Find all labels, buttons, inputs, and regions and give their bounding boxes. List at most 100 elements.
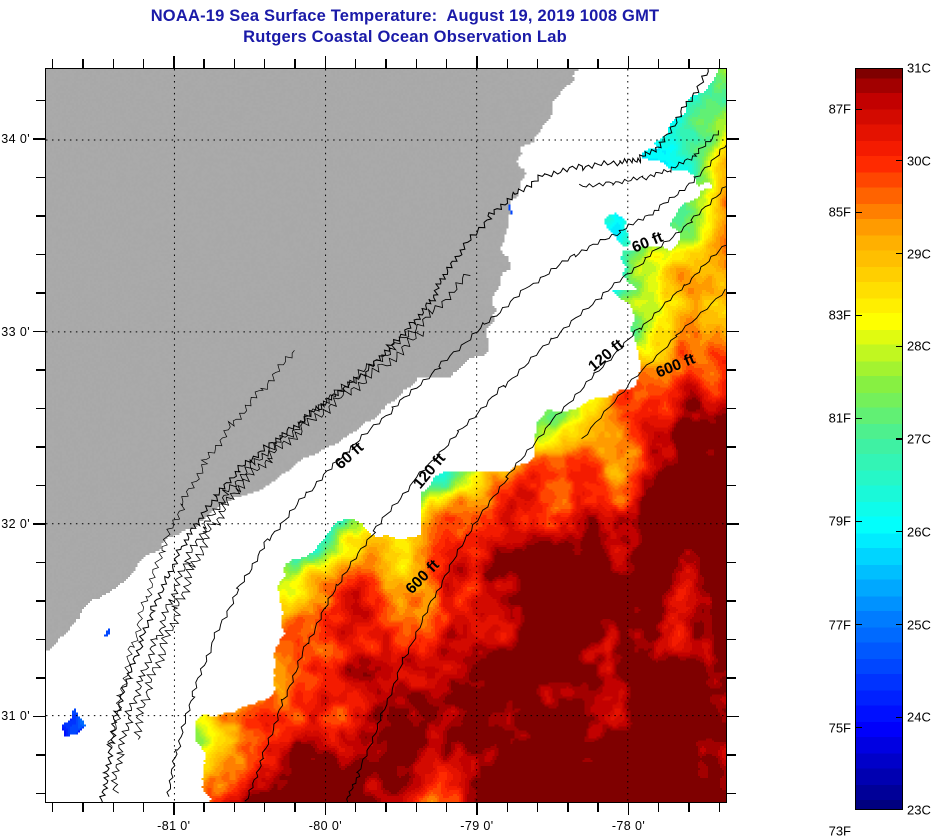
colorbar-tick-celsius: [896, 252, 903, 255]
colorbar-label-celsius: 28C: [907, 338, 931, 354]
x-tick-top: [627, 56, 630, 68]
y-tick-right: [727, 446, 736, 448]
colorbar-label-fahrenheit: 81F: [828, 410, 851, 426]
y-tick-right: [727, 677, 736, 679]
y-tick-right: [727, 292, 736, 294]
colorbar-tick-fahrenheit: [855, 417, 862, 420]
y-tick-left: [36, 600, 45, 602]
x-tick-bottom: [415, 803, 417, 812]
x-tick-top: [112, 59, 114, 68]
y-tick-left: [36, 253, 45, 256]
colorbar-label-celsius: 25C: [907, 617, 931, 632]
x-tick-bottom: [627, 803, 630, 815]
y-tick-right: [727, 523, 739, 525]
colorbar-label-celsius: 30C: [907, 153, 931, 169]
chart-title-block: NOAA-19 Sea Surface Temperature: August …: [0, 0, 810, 48]
y-tick-left: [36, 792, 45, 795]
colorbar-tick-fahrenheit: [855, 314, 862, 317]
page-title: NOAA-19 Sea Surface Temperature: August …: [150, 7, 660, 25]
x-tick-bottom: [264, 803, 266, 812]
x-tick-bottom: [82, 803, 84, 812]
map-overlay-layer: [46, 69, 726, 802]
x-axis-label: -80 0': [308, 819, 343, 833]
y-tick-left: [36, 638, 45, 641]
colorbar-tick-celsius: [896, 623, 903, 626]
y-tick-left: [36, 561, 45, 564]
y-tick-left: [36, 407, 45, 410]
depth-contour-60ft: [166, 144, 726, 797]
x-tick-top: [233, 59, 236, 68]
x-tick-top: [324, 56, 327, 68]
x-tick-bottom: [476, 803, 478, 815]
sst-map-plot[interactable]: [45, 68, 727, 803]
y-axis-label: 31 0': [1, 709, 30, 724]
x-tick-top: [264, 59, 266, 68]
x-tick-bottom: [567, 803, 569, 812]
colorbar-label-celsius: 29C: [907, 246, 931, 261]
y-tick-right: [727, 638, 736, 641]
y-axis-label: 34 0': [1, 132, 30, 147]
y-tick-left: [36, 369, 45, 371]
x-tick-bottom: [112, 803, 114, 812]
x-tick-top: [506, 59, 508, 68]
x-tick-bottom: [718, 803, 721, 812]
y-tick-right: [727, 138, 739, 140]
colorbar-tick-celsius: [896, 438, 903, 440]
colorbar-label-fahrenheit: 85F: [828, 204, 851, 220]
colorbar-tick-fahrenheit: [855, 623, 862, 626]
y-tick-left: [36, 677, 45, 679]
colorbar-tick-celsius: [896, 531, 903, 533]
x-axis-label: -78 0': [611, 819, 646, 833]
x-tick-bottom: [294, 803, 296, 812]
x-tick-bottom: [203, 803, 205, 812]
y-tick-right: [727, 792, 736, 795]
x-tick-top: [658, 59, 660, 68]
y-tick-right: [727, 407, 736, 410]
x-tick-top: [476, 56, 478, 68]
x-tick-bottom: [506, 803, 508, 812]
y-tick-left: [33, 523, 45, 525]
river-network: [107, 350, 295, 747]
x-tick-top: [354, 59, 357, 68]
x-axis-label: -81 0': [157, 819, 191, 833]
x-tick-bottom: [173, 803, 175, 815]
x-tick-top: [718, 59, 721, 68]
colorbar-label-celsius: 26C: [907, 524, 931, 540]
depth-contour-600ft-branch: [581, 288, 726, 439]
y-tick-left: [36, 446, 45, 448]
y-tick-left: [36, 100, 45, 102]
colorbar-label-celsius: 31C: [907, 60, 931, 76]
colorbar-tick-celsius: [896, 345, 903, 347]
sst-raster-layer: [46, 69, 726, 802]
y-tick-right: [727, 754, 736, 756]
colorbar-label-fahrenheit: 83F: [828, 307, 851, 323]
y-tick-right: [727, 330, 739, 333]
y-tick-right: [727, 484, 736, 487]
y-tick-left: [33, 330, 45, 333]
x-tick-top: [82, 59, 84, 68]
y-tick-left: [36, 484, 45, 487]
temperature-colorbar[interactable]: [855, 68, 903, 810]
colorbar-label-celsius: 24C: [907, 709, 931, 725]
colorbar-tick-celsius: [896, 160, 903, 162]
colorbar-label-fahrenheit: 75F: [828, 720, 851, 736]
x-tick-top: [51, 59, 54, 68]
x-tick-bottom: [233, 803, 236, 812]
colorbar-gradient: [856, 69, 902, 809]
cape-fear-coastline: [578, 130, 719, 188]
y-tick-right: [727, 561, 736, 564]
x-tick-bottom: [354, 803, 357, 812]
x-axis-label: -79 0': [460, 819, 494, 833]
y-tick-left: [36, 215, 45, 217]
y-tick-right: [727, 600, 736, 602]
colorbar-tick-celsius: [896, 716, 903, 718]
x-tick-top: [203, 59, 205, 68]
colorbar-label-fahrenheit: 77F: [828, 617, 851, 632]
colorbar-label-celsius: 27C: [907, 431, 931, 447]
x-tick-bottom: [324, 803, 327, 815]
x-tick-top: [294, 59, 296, 68]
colorbar-label-fahrenheit: 87F: [828, 101, 851, 117]
x-tick-bottom: [385, 803, 387, 812]
x-tick-bottom: [658, 803, 660, 812]
x-tick-bottom: [597, 803, 599, 812]
